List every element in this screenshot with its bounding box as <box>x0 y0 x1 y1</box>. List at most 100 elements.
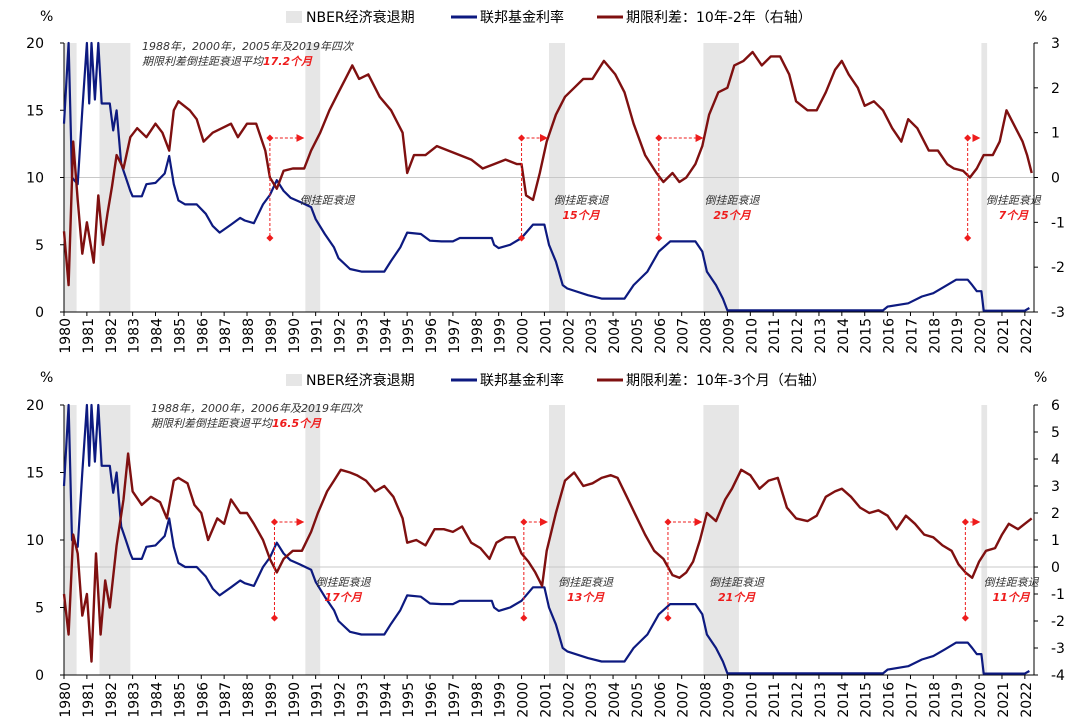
inversion-label: 倒挂距衰退 <box>316 576 372 589</box>
x-tick-label: 2022 <box>1019 318 1035 354</box>
x-tick-label: 2005 <box>630 682 646 718</box>
x-tick-label: 2007 <box>676 682 692 718</box>
x-tick-label: 1992 <box>333 318 349 354</box>
x-tick-label: 2021 <box>996 318 1012 354</box>
x-tick-label: 2016 <box>882 682 898 718</box>
x-tick-label: 2017 <box>904 682 920 718</box>
x-tick-label: 1998 <box>470 318 486 354</box>
x-tick-label: 1989 <box>264 318 280 354</box>
y-right-tick-label: 3 <box>1051 36 1060 52</box>
y-left-unit: % <box>40 9 53 25</box>
x-tick-label: 2011 <box>767 318 783 354</box>
y-left-tick-label: 5 <box>35 238 44 254</box>
x-tick-label: 1996 <box>424 318 440 354</box>
inversion-months-label: 21个月 <box>718 591 756 604</box>
x-tick-label: 2000 <box>516 318 532 354</box>
x-tick-label: 1990 <box>287 318 303 354</box>
x-tick-label: 1988 <box>241 318 257 354</box>
x-tick-label: 2010 <box>744 318 760 354</box>
y-right-tick-label: 5 <box>1051 425 1060 441</box>
inversion-marker-diamond <box>655 234 663 242</box>
note-line-2-text: 期限利差倒挂距衰退平均 <box>142 55 265 68</box>
inversion-marker-diamond <box>518 234 526 242</box>
y-left-tick-label: 20 <box>26 36 44 52</box>
recession-band <box>305 405 321 675</box>
legend-label: 期限利差：10年-2年（右轴） <box>626 10 812 26</box>
inversion-label: 倒挂距衰退 <box>300 194 356 207</box>
x-tick-label: 1983 <box>127 318 143 354</box>
x-tick-label: 1981 <box>81 682 97 718</box>
x-tick-label: 2004 <box>607 682 623 718</box>
x-tick-label: 1984 <box>150 318 166 354</box>
term-spread-series-line <box>62 50 1033 287</box>
x-tick-label: 1990 <box>287 682 303 718</box>
inversion-months-label: 17个月 <box>324 591 362 604</box>
x-tick-label: 2017 <box>904 318 920 354</box>
note-line-1: 1988年，2000年，2006年及2019年四次 <box>151 402 364 415</box>
inversion-marker-diamond <box>961 614 969 622</box>
legend: NBER经济衰退期 联邦基金利率 期限利差：10年-2年（右轴） <box>286 9 812 26</box>
term-spread-series-line <box>62 452 1033 663</box>
x-tick-label: 2006 <box>653 682 669 718</box>
chart-panel-1: 0 5 10 15 20 -3 -2 -1 0 1 2 3% % 1980 1981 1982 1983 1984… <box>26 9 1065 354</box>
x-tick-label: 1994 <box>378 318 394 354</box>
note-line-2-text: 期限利差倒挂距衰退平均 <box>151 417 274 430</box>
x-tick-label: 2007 <box>676 318 692 354</box>
x-tick-label: 1999 <box>493 318 509 354</box>
x-tick-label: 2011 <box>767 682 783 718</box>
legend-swatch-recession <box>286 11 302 23</box>
x-tick-label: 1986 <box>195 682 211 718</box>
y-right-unit: % <box>1034 9 1047 25</box>
inversion-label: 倒挂距衰退 <box>558 576 614 589</box>
legend-label: NBER经济衰退期 <box>306 9 415 26</box>
x-tick-label: 2022 <box>1019 682 1035 718</box>
x-tick-label: 1983 <box>127 682 143 718</box>
inversion-months-label: 7个月 <box>999 209 1030 222</box>
note-line-2: 期限利差倒挂距衰退平均16.5个月 <box>151 417 322 430</box>
inversion-label: 倒挂距衰退 <box>709 576 765 589</box>
y-left-tick-label: 0 <box>35 668 44 684</box>
x-tick-label: 2012 <box>790 318 806 354</box>
x-tick-label: 2015 <box>859 318 875 354</box>
x-tick-label: 2005 <box>630 318 646 354</box>
x-tick-label: 1986 <box>195 318 211 354</box>
y-left-unit: % <box>40 370 53 386</box>
note-average-months: 17.2个月 <box>263 55 313 68</box>
y-right-tick-label: 0 <box>1051 560 1060 576</box>
inversion-marker-diamond <box>964 234 972 242</box>
inversion-label: 倒挂距衰退 <box>984 576 1040 589</box>
note-line-2: 期限利差倒挂距衰退平均17.2个月 <box>142 55 313 68</box>
note-average-months: 16.5个月 <box>272 417 322 430</box>
x-tick-label: 1995 <box>401 682 417 718</box>
x-tick-label: 1988 <box>241 682 257 718</box>
x-tick-label: 1987 <box>218 318 234 354</box>
recession-band <box>981 405 988 675</box>
inversion-marker-diamond <box>270 614 279 622</box>
legend: NBER经济衰退期 联邦基金利率 期限利差：10年-3个月（右轴） <box>286 372 826 389</box>
x-tick-label: 1982 <box>104 682 120 718</box>
x-tick-label: 1991 <box>310 682 326 718</box>
inversion-label: 倒挂距衰退 <box>986 194 1042 207</box>
x-tick-label: 1982 <box>104 318 120 354</box>
x-tick-label: 1994 <box>378 682 394 718</box>
x-tick-label: 1981 <box>81 318 97 354</box>
x-tick-label: 2002 <box>561 318 577 354</box>
y-right-tick-label: -1 <box>1051 587 1065 603</box>
x-tick-label: 2004 <box>607 318 623 354</box>
inversion-marker-diamond <box>664 614 672 622</box>
x-tick-label: 2002 <box>561 682 577 718</box>
x-tick-label: 2014 <box>836 318 852 354</box>
x-tick-label: 2020 <box>973 318 989 354</box>
x-tick-label: 1999 <box>493 682 509 718</box>
recession-band <box>64 405 77 675</box>
x-tick-label: 1985 <box>172 318 188 354</box>
inversion-label: 倒挂距衰退 <box>554 194 610 207</box>
x-tick-label: 2015 <box>859 682 875 718</box>
fed-funds-series-line <box>62 403 1030 675</box>
x-tick-label: 2008 <box>699 318 715 354</box>
x-tick-label: 1992 <box>333 682 349 718</box>
x-tick-label: 1984 <box>150 682 166 718</box>
x-tick-label: 2003 <box>584 682 600 718</box>
